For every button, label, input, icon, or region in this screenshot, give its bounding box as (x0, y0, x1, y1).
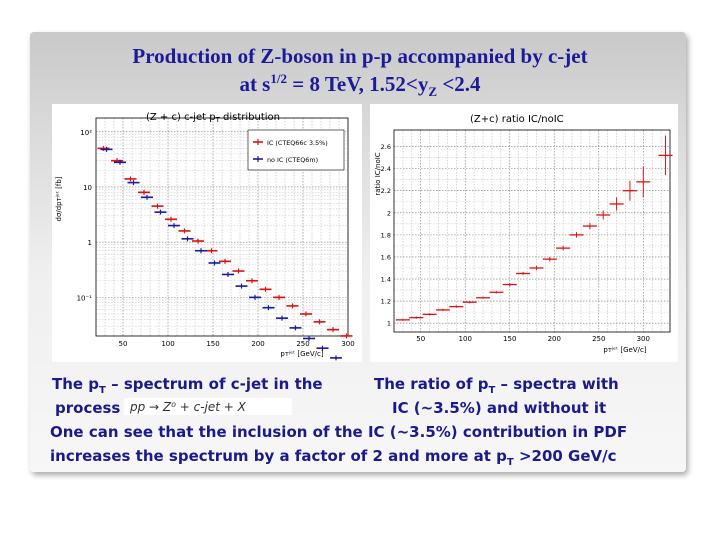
y-tick-label: 10² (80, 129, 92, 137)
y-tick-label: 2.6 (381, 143, 391, 151)
x-tick-label: 200 (548, 335, 561, 343)
slide-title-line1: Production of Z-boson in p-p accompanied… (132, 44, 588, 68)
x-tick-label: 300 (341, 340, 354, 348)
chart-right-title: (Z+c) ratio IC/noIC (470, 114, 564, 125)
ratio-chart-panel: (Z+c) ratio IC/noIC ratio IC/noIC pᴛʲᵉᵗ … (370, 104, 678, 362)
conclusion-line1: One can see that the inclusion of the IC… (50, 423, 628, 441)
right-caption-line2: IC (~3.5%) and without it (392, 399, 607, 417)
y-tick-label: 2.2 (381, 187, 391, 195)
plot-frame (95, 117, 349, 337)
x-tick-label: 150 (206, 340, 219, 348)
process-formula-text: pp → Z⁰ + c-jet + X (129, 400, 247, 414)
chart-left-xlabel: pᴛʲᵉᵗ [GeV/c] (280, 350, 323, 358)
y-tick-label: 10⁻¹ (77, 294, 93, 302)
x-tick-label: 300 (637, 335, 650, 343)
left-caption: The pT – spectrum of c-jet in the (52, 375, 323, 396)
y-tick-label: 1.4 (381, 276, 391, 284)
chart-left-ylabel: dσ/dpᴛʲᵉᵗ [fb] (55, 176, 63, 221)
y-tick-label: 2 (387, 209, 391, 217)
y-tick-label: 1.6 (381, 253, 391, 261)
y-tick-label: 10 (83, 184, 92, 192)
x-tick-label: 250 (592, 335, 605, 343)
ratio-chart: (Z+c) ratio IC/noIC ratio IC/noIC pᴛʲᵉᵗ … (374, 114, 673, 354)
x-tick-label: 100 (459, 335, 472, 343)
y-tick-label: 2.4 (381, 165, 391, 173)
x-tick-label: 250 (296, 340, 309, 348)
x-tick-label: 100 (161, 340, 174, 348)
x-tick-label: 50 (416, 335, 425, 343)
plot-frame (393, 129, 671, 333)
y-tick-label: 1 (88, 239, 92, 247)
y-tick-label: 1.2 (381, 298, 391, 306)
pt-spectrum-chart: (Z + c) c-jet pT distribution dσ/dpᴛʲᵉᵗ … (55, 112, 355, 361)
conclusion-line2: increases the spectrum by a factor of 2 … (50, 447, 617, 468)
process-formula: pp → Z⁰ + c-jet + X (124, 398, 292, 415)
y-tick-label: 1.8 (381, 231, 391, 239)
chart-left-title: (Z + c) c-jet pT distribution (146, 112, 280, 124)
pt-spectrum-chart-panel: (Z + c) c-jet pT distribution dσ/dpᴛʲᵉᵗ … (52, 104, 362, 362)
y-tick-label: 1 (387, 320, 391, 328)
slide-title-line2: at s1/2 = 8 TeV, 1.52<yZ <2.4 (239, 71, 481, 100)
x-tick-label: 200 (251, 340, 264, 348)
right-caption: The ratio of pT – spectra with (374, 375, 619, 396)
legend-label: no IC (CTEQ6m) (267, 156, 318, 164)
chart-right-ylabel: ratio IC/noIC (374, 152, 382, 195)
legend-label: IC (CTEQ66c 3.5%) (267, 139, 328, 147)
left-caption-line2: process (55, 399, 121, 417)
x-tick-label: 150 (503, 335, 516, 343)
legend-box (247, 129, 345, 171)
chart-right-xlabel: pᴛʲᵉᵗ [GeV/c] (603, 346, 646, 354)
x-tick-label: 50 (119, 340, 128, 348)
